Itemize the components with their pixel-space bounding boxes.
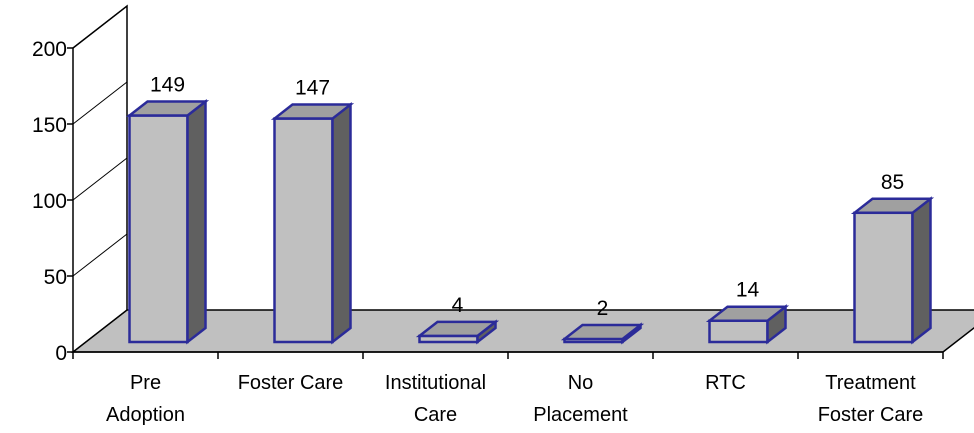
category-label: Foster Care <box>818 404 924 426</box>
y-tick-label: 100 <box>32 190 67 213</box>
y-tick-depth <box>72 309 128 353</box>
data-label: 147 <box>295 77 330 100</box>
bar-2 <box>415 319 500 345</box>
data-label: 14 <box>736 279 760 302</box>
y-tick-depth <box>72 5 128 49</box>
chart-floor <box>70 309 974 353</box>
category-label: No <box>568 372 594 394</box>
y-tick-label: 150 <box>32 114 67 137</box>
y-tick-label: 50 <box>44 266 67 289</box>
chart-floor-plane <box>70 309 974 353</box>
data-label: 4 <box>452 294 464 317</box>
category-label: Foster Care <box>238 372 344 394</box>
bar-3 <box>560 322 645 345</box>
y-tick-depth <box>72 233 128 277</box>
bar-front <box>708 319 769 344</box>
bar-top <box>125 100 210 117</box>
y-tick-depth <box>72 81 128 125</box>
category-label: Pre <box>130 372 161 394</box>
chart-bars <box>125 98 935 345</box>
bar-4 <box>705 304 790 345</box>
bar-top <box>705 305 790 322</box>
chart-labels: 0 50 100 150 200 149 Pre Adoption 147 Foster Care… <box>32 38 923 426</box>
category-label: Placement <box>533 404 628 426</box>
back-wall-left <box>72 4 128 310</box>
bar-top <box>270 103 355 120</box>
chart-walls <box>72 4 128 310</box>
bar-top <box>560 323 645 341</box>
bar-side <box>186 98 207 345</box>
bar-5 <box>850 196 935 345</box>
bar-front <box>273 117 334 344</box>
y-tick-label: 200 <box>32 38 67 61</box>
bar-side <box>331 102 352 345</box>
bar-front <box>128 114 189 344</box>
data-label: 2 <box>597 297 609 320</box>
category-label: Care <box>414 404 457 426</box>
y-tick-depth <box>72 157 128 201</box>
category-label: Institutional <box>385 372 486 394</box>
category-label: Treatment <box>825 372 916 394</box>
bar-1 <box>270 102 355 345</box>
y-tick-label: 0 <box>55 342 67 365</box>
bar-top <box>415 320 500 338</box>
bar-top <box>850 197 935 215</box>
bar-0 <box>125 98 210 345</box>
bar-side <box>911 196 932 345</box>
bar-front <box>853 211 914 344</box>
data-label: 149 <box>150 74 185 97</box>
category-label: RTC <box>705 372 746 394</box>
category-label: Adoption <box>106 404 185 426</box>
data-label: 85 <box>881 171 904 194</box>
chart-axes <box>67 5 944 359</box>
